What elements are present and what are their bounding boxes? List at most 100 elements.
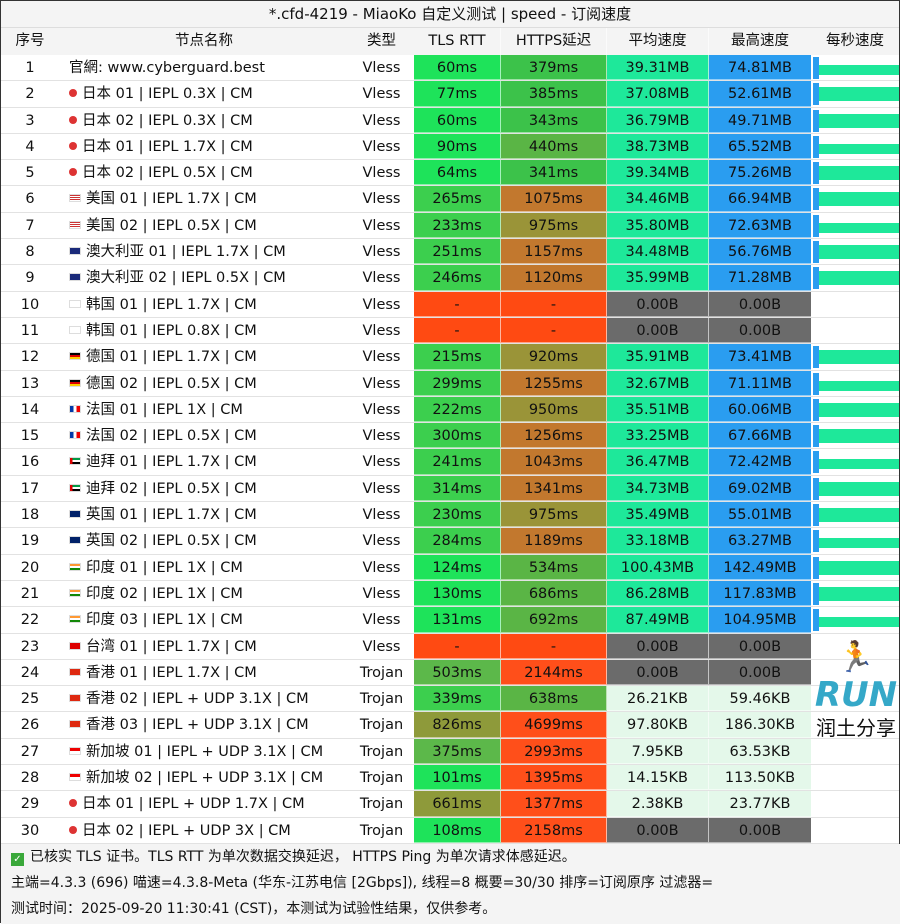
- max-speed: 72.63MB: [709, 212, 811, 239]
- per-second-speed: [811, 371, 899, 396]
- speed-sparkline: [813, 504, 899, 527]
- max-speed: 117.83MB: [709, 580, 811, 607]
- table-row[interactable]: 21 印度 02 | IEPL 1X | CM Vless 130ms 686m…: [1, 580, 899, 608]
- footer: ✓ 已核实 TLS 证书。TLS RTT 为单次数据交换延迟， HTTPS Pin…: [1, 844, 900, 924]
- table-row[interactable]: 15 法国 02 | IEPL 0.5X | CM Vless 300ms 12…: [1, 423, 899, 450]
- per-second-speed: [811, 160, 899, 185]
- per-second-speed: [811, 739, 899, 764]
- flag-hk-icon: [69, 720, 81, 729]
- table-row[interactable]: 27 新加坡 01 | IEPL + UDP 3.1X | CM Trojan …: [1, 738, 899, 766]
- flag-jp-icon: [69, 168, 77, 177]
- node-name: 韩国 01 | IEPL 1.7X | CM: [59, 292, 349, 317]
- table-row[interactable]: 22 印度 03 | IEPL 1X | CM Vless 131ms 692m…: [1, 607, 899, 634]
- node-name: 日本 02 | IEPL 0.5X | CM: [59, 160, 349, 185]
- node-type: Vless: [362, 507, 401, 524]
- table-row[interactable]: 20 印度 01 | IEPL 1X | CM Vless 124ms 534m…: [1, 554, 899, 581]
- speed-sparkline: [813, 556, 899, 579]
- avg-speed: 34.46MB: [607, 186, 709, 212]
- col-max: 最高速度: [731, 33, 789, 49]
- per-second-speed: [811, 213, 899, 238]
- table-row[interactable]: 19 英国 02 | IEPL 0.5X | CM Vless 284ms 11…: [1, 528, 899, 555]
- tls-rtt: 130ms: [414, 580, 501, 607]
- avg-speed: 33.18MB: [607, 528, 709, 554]
- table-row[interactable]: 28 新加坡 02 | IEPL + UDP 3.1X | CM Trojan …: [1, 765, 899, 792]
- node-name: 德国 01 | IEPL 1.7X | CM: [59, 344, 349, 369]
- row-index: 25: [20, 691, 40, 708]
- table-row[interactable]: 1 官網: www.cyberguard.best Vless 60ms 379…: [1, 55, 899, 82]
- speed-sparkline: [813, 214, 899, 237]
- table-body: 1 官網: www.cyberguard.best Vless 60ms 379…: [1, 55, 899, 844]
- node-type: Vless: [362, 244, 401, 261]
- https-latency: 1120ms: [501, 265, 607, 291]
- tls-rtt: 299ms: [414, 370, 501, 396]
- node-type: Trojan: [359, 743, 404, 760]
- tls-rtt: 251ms: [414, 239, 501, 265]
- node-name: 日本 01 | IEPL + UDP 1.7X | CM: [59, 791, 349, 816]
- table-row[interactable]: 9 澳大利亚 02 | IEPL 0.5X | CM Vless 246ms 1…: [1, 265, 899, 292]
- table-row[interactable]: 24 香港 01 | IEPL 1.7X | CM Trojan 503ms 2…: [1, 659, 899, 687]
- table-row[interactable]: 29 日本 01 | IEPL + UDP 1.7X | CM Trojan 6…: [1, 791, 899, 818]
- flag-kr-icon: [69, 299, 81, 308]
- table-row[interactable]: 16 迪拜 01 | IEPL 1.7X | CM Vless 241ms 10…: [1, 449, 899, 476]
- max-speed: 49.71MB: [709, 107, 811, 133]
- speed-sparkline: [813, 241, 899, 264]
- avg-speed: 36.79MB: [607, 107, 709, 133]
- row-index: 8: [25, 244, 35, 261]
- row-index: 23: [20, 638, 40, 655]
- max-speed: 71.11MB: [709, 370, 811, 396]
- tls-rtt: -: [414, 317, 501, 344]
- table-row[interactable]: 23 台湾 01 | IEPL 1.7X | CM Vless - - 0.00…: [1, 633, 899, 660]
- node-name: 新加坡 01 | IEPL + UDP 3.1X | CM: [59, 739, 349, 764]
- table-row[interactable]: 30 日本 02 | IEPL + UDP 3X | CM Trojan 108…: [1, 817, 899, 844]
- table-row[interactable]: 25 香港 02 | IEPL + UDP 3.1X | CM Trojan 3…: [1, 686, 899, 713]
- node-type: Vless: [362, 165, 401, 182]
- table-row[interactable]: 6 美国 01 | IEPL 1.7X | CM Vless 265ms 107…: [1, 186, 899, 213]
- per-second-speed: [811, 528, 899, 553]
- row-index: 6: [25, 191, 35, 208]
- table-row[interactable]: 14 法国 01 | IEPL 1X | CM Vless 222ms 950m…: [1, 396, 899, 424]
- table-row[interactable]: 3 日本 02 | IEPL 0.3X | CM Vless 60ms 343m…: [1, 107, 899, 134]
- max-speed: 142.49MB: [709, 554, 811, 580]
- max-speed: 72.42MB: [709, 449, 811, 475]
- https-latency: 975ms: [501, 212, 607, 239]
- flag-jp-icon: [69, 115, 77, 124]
- node-type: Trojan: [359, 822, 404, 839]
- per-second-speed: [811, 239, 899, 264]
- flag-gb-icon: [69, 536, 81, 545]
- https-latency: 1157ms: [501, 239, 607, 265]
- table-row[interactable]: 5 日本 02 | IEPL 0.5X | CM Vless 64ms 341m…: [1, 160, 899, 187]
- max-speed: 66.94MB: [709, 186, 811, 212]
- node-type: Trojan: [359, 770, 404, 787]
- table-row[interactable]: 8 澳大利亚 01 | IEPL 1.7X | CM Vless 251ms 1…: [1, 239, 899, 266]
- table-row[interactable]: 17 迪拜 02 | IEPL 0.5X | CM Vless 314ms 13…: [1, 475, 899, 503]
- node-name: 美国 02 | IEPL 0.5X | CM: [59, 213, 349, 238]
- node-type: Vless: [362, 585, 401, 602]
- flag-de-icon: [69, 352, 81, 361]
- table-row[interactable]: 7 美国 02 | IEPL 0.5X | CM Vless 233ms 975…: [1, 212, 899, 240]
- tls-rtt: 314ms: [414, 475, 501, 502]
- table-row[interactable]: 18 英国 01 | IEPL 1.7X | CM Vless 230ms 97…: [1, 502, 899, 529]
- max-speed: 113.50KB: [709, 765, 811, 791]
- speed-sparkline: [813, 135, 899, 158]
- row-index: 2: [25, 86, 35, 103]
- footer-time: 测试时间：2025-09-20 11:30:41 (CST)，本测试为试验性结果…: [11, 901, 497, 917]
- table-row[interactable]: 10 韩国 01 | IEPL 1.7X | CM Vless - - 0.00…: [1, 291, 899, 318]
- max-speed: 52.61MB: [709, 81, 811, 107]
- table-row[interactable]: 2 日本 01 | IEPL 0.3X | CM Vless 77ms 385m…: [1, 81, 899, 108]
- table-row[interactable]: 4 日本 01 | IEPL 1.7X | CM Vless 90ms 440m…: [1, 133, 899, 161]
- speed-sparkline: [813, 372, 899, 395]
- max-speed: 56.76MB: [709, 239, 811, 265]
- node-type: Vless: [362, 428, 401, 445]
- avg-speed: 87.49MB: [607, 607, 709, 633]
- row-index: 19: [20, 533, 40, 550]
- row-index: 24: [20, 664, 40, 681]
- table-row[interactable]: 11 韩国 01 | IEPL 0.8X | CM Vless - - 0.00…: [1, 317, 899, 345]
- max-speed: 73.41MB: [709, 344, 811, 370]
- node-type: Trojan: [359, 664, 404, 681]
- row-index: 22: [20, 612, 40, 629]
- max-speed: 65.52MB: [709, 133, 811, 160]
- row-index: 7: [25, 217, 35, 234]
- table-row[interactable]: 13 德国 02 | IEPL 0.5X | CM Vless 299ms 12…: [1, 370, 899, 397]
- table-row[interactable]: 12 德国 01 | IEPL 1.7X | CM Vless 215ms 92…: [1, 344, 899, 371]
- table-row[interactable]: 26 香港 03 | IEPL + UDP 3.1X | CM Trojan 8…: [1, 712, 899, 739]
